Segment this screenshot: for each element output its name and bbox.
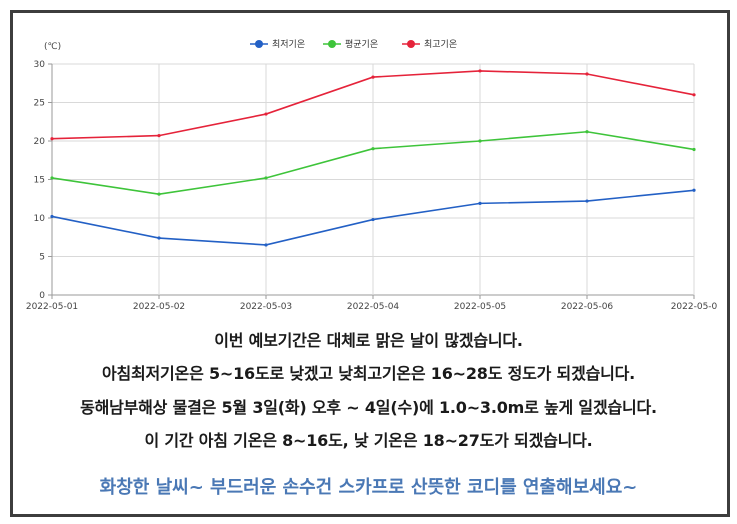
- y-axis-ticks: 0 5 10 15 20 25 30: [34, 60, 52, 301]
- forecast-line-1: 이번 예보기간은 대체로 맑은 날이 많겠습니다.: [214, 331, 523, 350]
- x-axis-ticks: 2022-05-01 2022-05-02 2022-05-03 2022-05-04…: [26, 295, 718, 312]
- legend-marker: [328, 40, 336, 48]
- legend: 최저기온 평균기온 최고기온: [250, 39, 457, 50]
- data-point: [157, 192, 161, 196]
- forecast-line-4: 이 기간 아침 기온은 8~16도, 낮 기온은 18~27도가 되겠습니다.: [144, 431, 593, 450]
- data-point: [692, 93, 696, 97]
- data-point: [585, 199, 589, 203]
- y-tick-label: 10: [34, 214, 46, 224]
- data-point: [50, 176, 54, 180]
- data-point: [371, 147, 375, 151]
- x-tick-label: 2022-05-01: [26, 302, 78, 312]
- data-point: [264, 176, 268, 180]
- data-point: [692, 188, 696, 192]
- data-point: [692, 147, 696, 152]
- x-tick-label: 2022-05-02: [133, 302, 185, 312]
- data-point: [264, 243, 268, 247]
- grid: [51, 63, 695, 296]
- y-tick-label: 30: [34, 60, 46, 70]
- x-tick-label: 2022-05-03: [240, 302, 292, 312]
- legend-marker: [407, 40, 415, 48]
- data-point: [50, 214, 54, 219]
- data-point: [371, 217, 375, 222]
- legend-marker: [255, 40, 263, 48]
- forecast-card: [10, 10, 730, 517]
- legend-label: 최고기온: [424, 39, 457, 50]
- data-point: [585, 72, 589, 76]
- forecast-line-2: 아침최저기온은 5~16도로 낮겠고 낮최고기온은 16~28도 정도가 되겠습…: [101, 364, 636, 383]
- data-point: [157, 236, 161, 240]
- x-tick-label: 2022-05-04: [347, 302, 400, 312]
- data-point: [585, 130, 589, 134]
- legend-label: 최저기온: [272, 39, 305, 50]
- y-axis-unit: (℃): [44, 42, 61, 52]
- forecast-line-3: 동해남부해상 물결은 5월 3일(화) 오후 ~ 4일(수)에 1.0~3.0m…: [80, 398, 657, 417]
- y-tick-label: 25: [34, 99, 45, 109]
- x-tick-label: 2022-05-06: [561, 302, 614, 312]
- closing-message: 화창한 날씨~ 부드러운 손수건 스카프로 산뜻한 코디를 연출해보세요~: [99, 477, 638, 498]
- data-point: [50, 137, 54, 141]
- legend-label: 평균기온: [345, 39, 378, 50]
- temperature-chart: (℃) 최저기온 평균기온 최고기온 0 5 10 15 20 25 30 2022-05-01…: [26, 39, 718, 312]
- data-point: [478, 201, 482, 205]
- y-tick-label: 5: [39, 253, 45, 263]
- x-tick-label: 2022-05-05: [454, 302, 506, 312]
- y-tick-label: 15: [34, 176, 45, 186]
- y-tick-label: 0: [39, 291, 45, 301]
- data-point: [157, 134, 161, 138]
- x-tick-label: 2022-05-0: [671, 302, 718, 312]
- data-point: [478, 139, 482, 143]
- y-tick-label: 20: [34, 137, 46, 147]
- data-point: [264, 112, 268, 116]
- data-point: [371, 75, 375, 79]
- data-point: [478, 69, 482, 73]
- series-lines: [50, 69, 696, 247]
